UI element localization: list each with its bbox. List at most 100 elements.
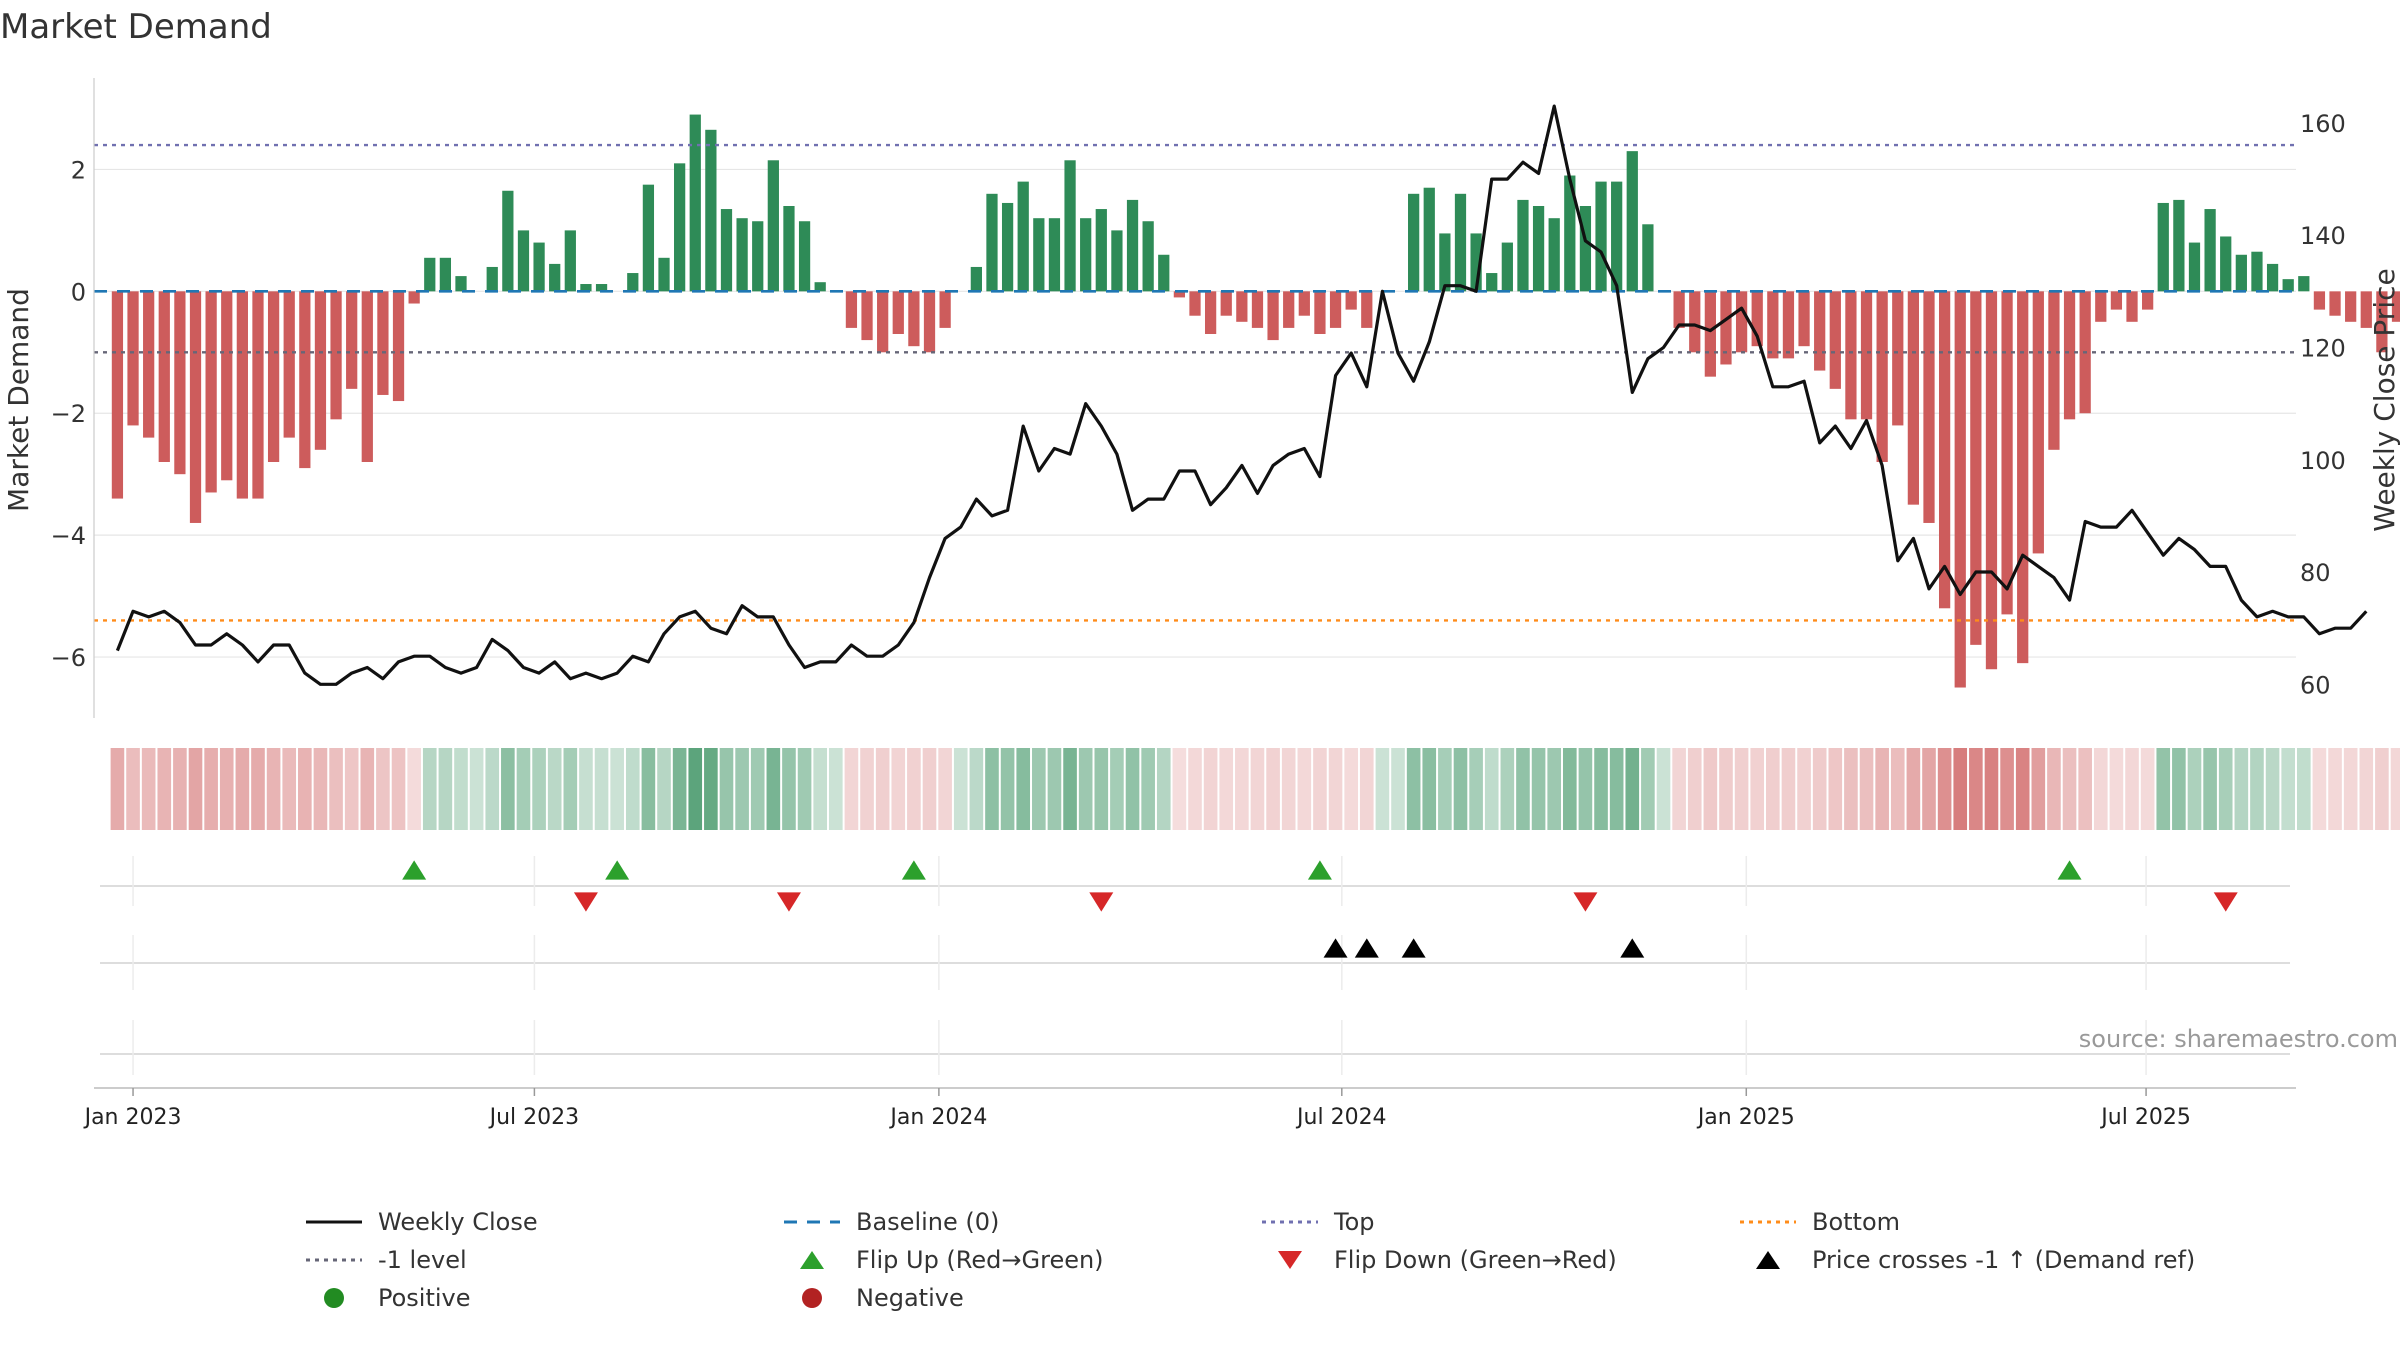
- heat-cell: [563, 748, 578, 830]
- demand-bar-positive: [455, 276, 467, 292]
- demand-bar-positive: [1579, 206, 1592, 292]
- price-line-layer: [115, 104, 2368, 686]
- demand-bar-negative: [908, 291, 920, 347]
- heat-cell: [485, 748, 500, 830]
- y-left-tick-label: −2: [51, 400, 86, 428]
- legend-label: Bottom: [1812, 1208, 1901, 1236]
- heat-cell: [1032, 748, 1046, 830]
- demand-bar-negative: [2063, 291, 2076, 420]
- heat-cell: [1219, 748, 1234, 830]
- heat-cell: [1078, 748, 1093, 830]
- demand-heat-strip: [110, 748, 2400, 830]
- demand-bar-negative: [267, 291, 280, 462]
- heat-cell: [2047, 748, 2061, 830]
- demand-bar-negative: [221, 291, 233, 481]
- chart-legend: Weekly Close Baseline (0) Top Bottom -1 leve…: [300, 1208, 2250, 1312]
- flip-down-marker: [2213, 892, 2238, 912]
- heat-cell: [1422, 748, 1437, 830]
- demand-bar-positive: [783, 206, 795, 292]
- legend-item-dot-green: Positive: [300, 1284, 778, 1312]
- demand-bar-negative: [1892, 291, 1904, 426]
- demand-bar-negative: [1782, 291, 1795, 359]
- demand-bar-negative: [1361, 291, 1373, 328]
- demand-bar-negative: [2360, 291, 2372, 328]
- heat-cell: [204, 748, 218, 830]
- heat-cell: [2015, 748, 2030, 830]
- demand-bar-positive: [814, 282, 826, 292]
- demand-bar-positive: [1033, 218, 1045, 292]
- demand-bar-positive: [767, 160, 779, 292]
- demand-bar-positive: [1095, 209, 1107, 292]
- demand-bar-positive: [2282, 279, 2294, 292]
- line-dash-blue-legend-icon: [784, 1220, 840, 1224]
- heat-cell: [454, 748, 468, 830]
- demand-bar-negative: [189, 291, 202, 523]
- demand-bar-negative: [2313, 291, 2326, 310]
- y-axis-right-label: Weekly Close Price: [2368, 268, 2400, 531]
- demand-bar-positive: [752, 221, 764, 292]
- tri-down-red-legend-icon: [1278, 1251, 1302, 1269]
- heat-cell: [938, 748, 952, 830]
- demand-bar-positive: [705, 129, 717, 292]
- heat-cell: [1766, 748, 1780, 830]
- demand-bar-positive: [1642, 224, 1654, 292]
- heat-cell: [1391, 748, 1405, 830]
- y-right-tick-label: 80: [2300, 559, 2331, 587]
- demand-bar-positive: [549, 263, 561, 292]
- demand-bar-negative: [2048, 291, 2060, 450]
- heat-cell: [438, 748, 453, 830]
- heat-cell: [235, 748, 250, 830]
- heat-cell: [422, 748, 437, 830]
- heat-cell: [1141, 748, 1155, 830]
- heat-cell: [1719, 748, 1733, 830]
- y-axis-left-label: Market Demand: [2, 288, 35, 512]
- demand-bar-negative: [1720, 291, 1732, 365]
- demand-bar-negative: [283, 291, 295, 438]
- demand-bar-negative: [2001, 291, 2013, 615]
- heat-cell: [985, 748, 999, 830]
- heat-cell: [1281, 748, 1296, 830]
- legend-item-line-solid: Weekly Close: [300, 1208, 778, 1236]
- demand-bar-positive: [2188, 242, 2201, 292]
- demand-bar-negative: [174, 291, 186, 475]
- heat-cell: [1469, 748, 1483, 830]
- heat-cell: [922, 748, 937, 830]
- heat-cell: [1438, 748, 1452, 830]
- price-cross-marker: [1354, 938, 1379, 958]
- heat-cell: [2203, 748, 2217, 830]
- heat-cell: [1984, 748, 1999, 830]
- heat-cell: [1734, 748, 1749, 830]
- heat-cell: [1250, 748, 1265, 830]
- heat-cell: [766, 748, 781, 830]
- heat-cell: [1578, 748, 1593, 830]
- heat-cell: [2390, 748, 2400, 830]
- heat-cell: [2125, 748, 2139, 830]
- heat-cell: [2187, 748, 2202, 830]
- heat-cell: [2109, 748, 2124, 830]
- demand-bar-positive: [2298, 276, 2310, 292]
- heat-cell: [1953, 748, 1968, 830]
- heat-cell: [1937, 748, 1952, 830]
- demand-bar-negative: [111, 291, 124, 499]
- heat-cell: [2265, 748, 2280, 830]
- demand-bar-negative: [1298, 291, 1310, 316]
- demand-bar-negative: [377, 291, 389, 395]
- heat-cell: [2234, 748, 2249, 830]
- heat-cell: [1750, 748, 1765, 830]
- legend-item-dot-red: Negative: [778, 1284, 1256, 1312]
- x-tick-label: Jan 2025: [1696, 1105, 1795, 1130]
- heat-cell: [2093, 748, 2108, 830]
- price-cross-marker: [1620, 938, 1645, 958]
- heat-cell: [1828, 748, 1843, 830]
- legend-label: -1 level: [378, 1246, 467, 1274]
- legend-label: Price crosses -1 ↑ (Demand ref): [1812, 1246, 2196, 1274]
- heat-cell: [313, 748, 328, 830]
- heat-cell: [2359, 748, 2374, 830]
- demand-bar-negative: [1985, 291, 1998, 670]
- heat-cell: [1188, 748, 1202, 830]
- x-tick-label: Jan 2024: [888, 1105, 987, 1130]
- heat-cell: [1453, 748, 1468, 830]
- demand-bar-negative: [2142, 291, 2154, 310]
- legend-item-tri-down-red: Flip Down (Green→Red): [1256, 1246, 1734, 1274]
- heat-cell: [282, 748, 297, 830]
